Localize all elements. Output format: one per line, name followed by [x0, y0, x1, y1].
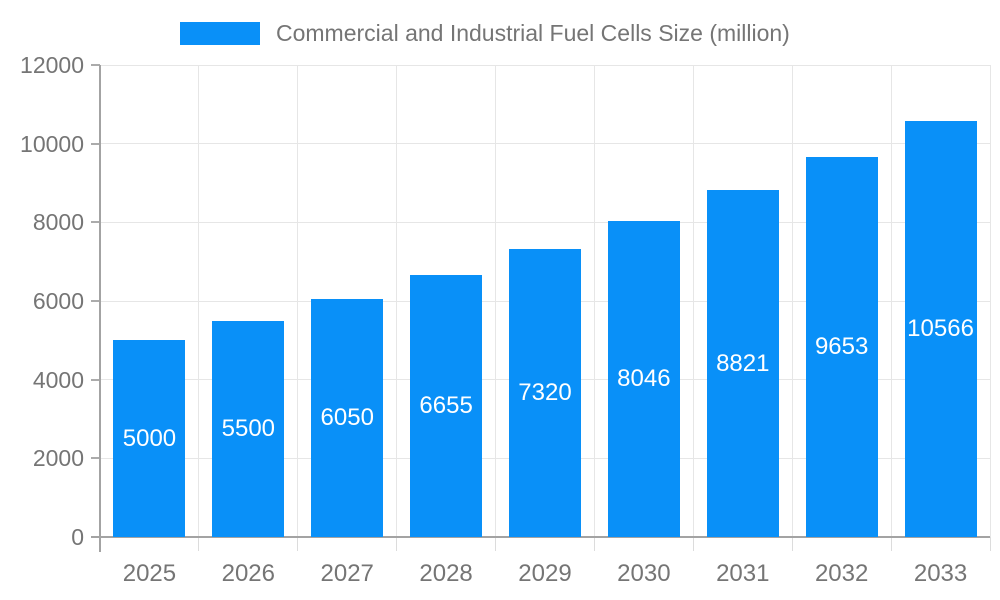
- x-axis-tick-label: 2025: [122, 560, 177, 587]
- x-axis-tick: [396, 537, 398, 551]
- gridline-horizontal: [100, 221, 990, 223]
- legend-swatch-icon: [180, 21, 260, 45]
- y-axis-tick-label: 6000: [32, 288, 84, 314]
- x-axis-tick: [890, 537, 892, 551]
- bar[interactable]: 9653: [805, 157, 878, 537]
- bar[interactable]: 6050: [311, 299, 384, 537]
- gridline-vertical: [495, 65, 497, 537]
- x-axis-tick-label: 2030: [617, 560, 671, 587]
- x-axis-tick-label: 2029: [518, 560, 572, 587]
- y-axis-line: [99, 65, 101, 552]
- y-axis-tick: [91, 457, 100, 460]
- x-axis-tick-label: 2026: [221, 560, 275, 587]
- x-axis-tick: [989, 537, 991, 551]
- y-axis-tick: [91, 64, 100, 66]
- gridline-horizontal: [100, 64, 990, 66]
- y-axis-tick: [91, 221, 100, 224]
- x-axis-tick: [495, 537, 497, 551]
- gridline-vertical: [396, 65, 398, 537]
- x-axis-tick-label: 2032: [814, 560, 869, 587]
- x-axis-tick: [593, 537, 595, 551]
- legend-label: Commercial and Industrial Fuel Cells Siz…: [276, 19, 790, 46]
- y-axis-tick: [91, 378, 100, 381]
- y-axis-tick-label: 12000: [20, 52, 84, 78]
- x-axis-tick: [692, 537, 694, 551]
- bar[interactable]: 6655: [410, 275, 483, 537]
- y-axis-tick: [91, 142, 100, 145]
- bar-value-label: 9653: [814, 333, 869, 361]
- gridline-vertical: [692, 65, 694, 537]
- bar[interactable]: 8821: [706, 190, 779, 537]
- gridline-vertical: [593, 65, 595, 537]
- bar[interactable]: 7320: [509, 249, 581, 537]
- y-axis-tick-label: 4000: [32, 366, 84, 393]
- x-axis-tick: [297, 537, 299, 551]
- bar[interactable]: 5000: [113, 340, 186, 537]
- y-axis-tick: [91, 300, 100, 302]
- gridline-vertical: [890, 65, 892, 537]
- y-axis-tick-label: 0: [71, 524, 84, 550]
- gridline-vertical: [989, 65, 991, 537]
- y-axis-tick-label: 10000: [20, 130, 84, 157]
- y-axis-tick-label: 2000: [32, 445, 84, 472]
- x-axis-tick: [791, 537, 793, 551]
- gridline-horizontal: [100, 143, 990, 145]
- x-axis-tick-label: 2027: [320, 560, 374, 587]
- bar[interactable]: 10566: [904, 121, 977, 537]
- bar-value-label: 6050: [320, 404, 374, 431]
- bar-value-label: 8821: [716, 349, 770, 377]
- bar-value-label: 5500: [221, 414, 276, 442]
- bar-value-label: 6655: [419, 392, 473, 420]
- legend[interactable]: Commercial and Industrial Fuel Cells Siz…: [180, 17, 790, 49]
- x-axis-tick-label: 2033: [913, 560, 968, 587]
- x-axis-tick: [198, 537, 200, 551]
- bar-value-label: 10566: [907, 315, 974, 343]
- bar-value-label: 5000: [122, 424, 177, 452]
- bar-value-label: 7320: [518, 379, 572, 407]
- bar[interactable]: 5500: [212, 320, 285, 537]
- gridline-vertical: [791, 65, 793, 537]
- x-axis-tick-label: 2028: [419, 560, 473, 587]
- bar[interactable]: 8046: [607, 220, 680, 537]
- bar-value-label: 8046: [617, 364, 671, 392]
- y-axis-tick-label: 8000: [32, 209, 84, 236]
- x-axis-line: [91, 536, 990, 538]
- gridline-vertical: [297, 65, 299, 537]
- gridline-vertical: [198, 65, 200, 537]
- x-axis-tick-label: 2031: [716, 560, 770, 587]
